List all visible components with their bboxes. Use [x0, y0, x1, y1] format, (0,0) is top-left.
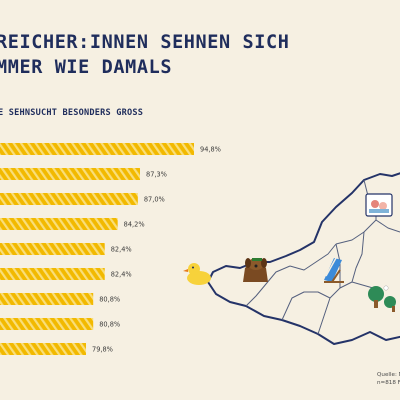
bar-5 — [0, 243, 105, 255]
bar-7 — [0, 293, 94, 305]
bar-labels: 94,8% 87,3% 87,0% 84,2% 82,4% 82,4% 80,8% 80,8%… — [92, 145, 221, 353]
bar-label-1: 94,8% — [200, 145, 221, 153]
bars — [0, 143, 194, 355]
source-line-2: n=818 F — [377, 380, 400, 386]
bar-3 — [0, 193, 138, 205]
bar-label-8: 80,8% — [99, 320, 120, 328]
rubber-duck-icon — [183, 263, 211, 285]
bar-8 — [0, 318, 94, 330]
source-line-1: Quelle: M — [377, 372, 400, 378]
photo-frame-icon — [365, 193, 393, 217]
source-note: Quelle: M n=818 F — [377, 371, 400, 387]
bar-label-4: 84,2% — [124, 220, 145, 228]
bar-label-7: 80,8% — [99, 295, 120, 303]
bar-label-3: 87,0% — [144, 195, 165, 203]
deckchair-icon — [324, 257, 344, 283]
bar-2 — [0, 168, 141, 180]
table-tennis-icon — [368, 285, 396, 312]
chart-subtitle: E SEHNSUCHT BESONDERS GROSS — [0, 108, 144, 118]
chart-title: REICHER:INNEN SEHNEN SICH MMER WIE DAMAL… — [0, 30, 289, 80]
chart-title-line-1: REICHER:INNEN SEHNEN SICH — [0, 32, 290, 53]
bar-1 — [0, 143, 194, 155]
bar-6 — [0, 268, 105, 280]
bar-label-2: 87,3% — [146, 170, 167, 178]
bar-label-9: 79,8% — [92, 345, 113, 353]
chart-title-line-2: MMER WIE DAMALS — [0, 57, 173, 78]
bar-label-6: 82,4% — [111, 270, 132, 278]
austria-outline — [207, 172, 400, 345]
dog-icon — [243, 258, 268, 282]
bar-label-5: 82,4% — [111, 245, 132, 253]
bar-9 — [0, 343, 87, 355]
bar-4 — [0, 218, 118, 230]
